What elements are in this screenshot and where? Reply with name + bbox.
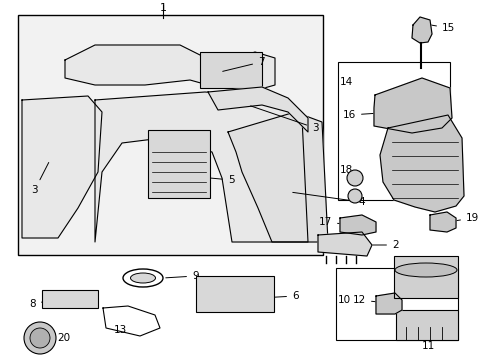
Circle shape [347,189,361,203]
Text: 19: 19 [450,213,478,223]
Bar [200,52,262,88]
Polygon shape [375,293,401,314]
Bar [42,290,98,308]
Text: 1: 1 [159,3,166,13]
Text: 7: 7 [222,57,264,71]
Text: 4: 4 [292,192,364,207]
Circle shape [30,328,50,348]
Text: 14: 14 [339,77,352,87]
Text: 6: 6 [262,291,298,301]
Text: 20: 20 [57,333,70,343]
Bar [196,276,273,312]
Text: 16: 16 [342,110,392,120]
Ellipse shape [394,263,456,277]
Bar [148,130,209,198]
Text: 18: 18 [339,165,352,175]
Text: 12: 12 [352,295,385,305]
Bar [18,15,323,255]
Circle shape [346,170,362,186]
Polygon shape [429,212,455,232]
Bar [335,268,457,340]
Bar [337,62,449,200]
Polygon shape [373,78,451,133]
Text: 11: 11 [421,335,434,351]
Polygon shape [22,96,102,238]
Circle shape [24,322,56,354]
Polygon shape [207,87,307,132]
Text: 3: 3 [250,106,318,133]
Text: 9: 9 [165,271,198,281]
Polygon shape [227,112,327,242]
Polygon shape [379,115,463,212]
Polygon shape [65,45,274,92]
Text: 15: 15 [427,23,454,33]
Text: 13: 13 [113,325,126,335]
Ellipse shape [130,273,155,283]
Polygon shape [317,232,371,256]
Text: 5: 5 [181,175,234,185]
Text: 2: 2 [362,240,398,250]
Polygon shape [339,215,375,235]
Bar [395,310,457,340]
Text: 17: 17 [318,217,349,227]
Text: 10: 10 [337,295,350,305]
Bar [393,256,457,298]
Polygon shape [95,92,307,242]
Text: 8: 8 [29,299,49,309]
Polygon shape [411,17,431,43]
Text: 3: 3 [31,162,49,195]
